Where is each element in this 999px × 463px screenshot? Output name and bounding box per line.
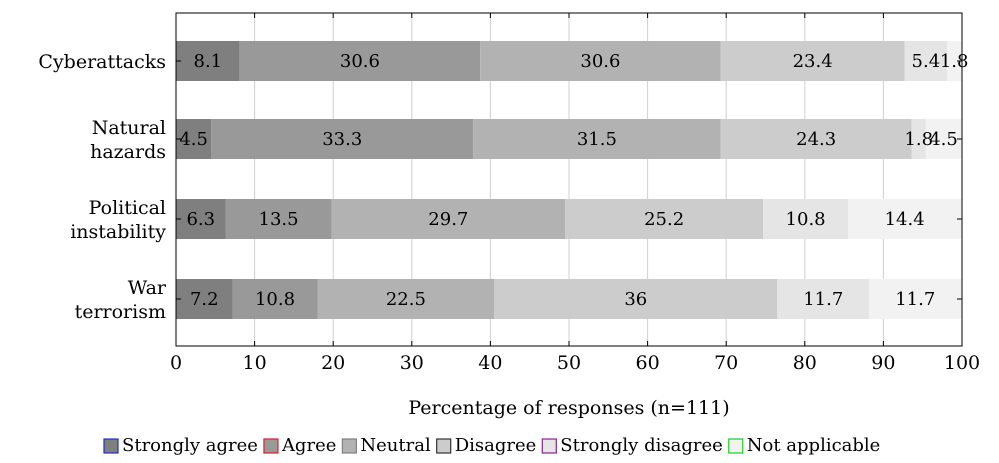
data-label: 4.5: [929, 129, 958, 150]
legend-swatch: [436, 438, 452, 454]
data-label: 10.8: [255, 289, 295, 310]
bar-segment: [176, 279, 233, 319]
category-label: Cyberattacks: [38, 51, 166, 73]
x-tick-label: 80: [793, 352, 817, 374]
bar-segment: [331, 199, 566, 239]
data-label: 8.1: [194, 51, 223, 72]
bar-segment: [869, 279, 962, 319]
legend-swatch: [263, 438, 279, 454]
x-tick-label: 10: [243, 352, 267, 374]
legend-label: Disagree: [455, 435, 537, 456]
bar-segment: [848, 199, 962, 239]
data-label: 10.8: [786, 209, 826, 230]
bar-segment: [720, 119, 912, 159]
x-tick-label: 70: [714, 352, 738, 374]
bar-segment: [176, 119, 212, 159]
data-label: 25.2: [644, 209, 684, 230]
data-label: 11.7: [803, 289, 843, 310]
bars: [176, 41, 962, 319]
bar-segment: [317, 279, 495, 319]
bar-segment: [211, 119, 474, 159]
data-label: 1.8: [904, 129, 933, 150]
legend-label: Strongly agree: [122, 435, 258, 456]
x-tick-label: 20: [321, 352, 345, 374]
legend-swatch: [728, 438, 744, 454]
category-label: Political: [89, 197, 166, 219]
data-label: 36: [624, 289, 647, 310]
x-tick-label: 100: [944, 352, 980, 374]
bar-segment: [176, 41, 240, 81]
data-label: 30.6: [340, 51, 380, 72]
data-label: 31.5: [577, 129, 617, 150]
x-axis-label: Percentage of responses (n=111): [408, 397, 729, 419]
bar-segment: [176, 199, 226, 239]
legend-label: Strongly disagree: [560, 435, 722, 456]
data-label: 11.7: [895, 289, 935, 310]
category-label: Natural: [92, 117, 166, 139]
legend: Strongly agree Agree Neutral Disagree Strong…: [103, 435, 881, 456]
x-tick-label: 50: [557, 352, 581, 374]
x-tick-label: 30: [400, 352, 424, 374]
bar-segment: [239, 41, 481, 81]
x-tick-label: 90: [871, 352, 895, 374]
legend-label: Not applicable: [747, 435, 881, 456]
bar-segment: [565, 199, 764, 239]
x-ticks: 0 10 20 30 40 50 60 70 80 90 100: [170, 13, 980, 374]
category-label: terrorism: [75, 301, 166, 323]
legend-swatch: [541, 438, 557, 454]
bar-segment: [480, 41, 721, 81]
data-label: 30.6: [580, 51, 620, 72]
bar-segment: [225, 199, 332, 239]
legend-label: Agree: [281, 435, 336, 456]
data-label: 1.8: [940, 51, 969, 72]
bar-segment: [494, 279, 778, 319]
bar-segment: [777, 279, 870, 319]
data-label: 14.4: [885, 209, 925, 230]
data-label: 6.3: [186, 209, 215, 230]
x-tick-label: 60: [636, 352, 660, 374]
data-label: 4.5: [179, 129, 208, 150]
bar-segment: [232, 279, 318, 319]
bar-segment: [720, 41, 905, 81]
legend-swatch: [103, 438, 119, 454]
bar-segment: [473, 119, 721, 159]
legend-swatch: [341, 438, 357, 454]
data-label: 22.5: [386, 289, 426, 310]
value-labels: 8.1 30.6 30.6 23.4 5.4 1.84.5 33.3 31.5 24.3 1.84…: [179, 51, 968, 310]
data-label: 24.3: [796, 129, 836, 150]
data-label: 33.3: [322, 129, 362, 150]
data-label: 13.5: [259, 209, 299, 230]
legend-label: Neutral: [360, 435, 431, 456]
category-label: instability: [70, 221, 166, 243]
bar-segment: [911, 119, 926, 159]
bar-segment: [925, 119, 962, 159]
x-tick-label: 0: [170, 352, 182, 374]
data-label: 23.4: [793, 51, 833, 72]
data-label: 7.2: [190, 289, 219, 310]
category-label: War: [128, 277, 167, 299]
data-label: 29.7: [428, 209, 468, 230]
bar-segment: [947, 41, 962, 81]
bar-segment: [904, 41, 948, 81]
category-label: hazards: [90, 141, 166, 163]
data-label: 5.4: [912, 51, 941, 72]
bar-segment: [763, 199, 849, 239]
x-tick-label: 40: [478, 352, 502, 374]
